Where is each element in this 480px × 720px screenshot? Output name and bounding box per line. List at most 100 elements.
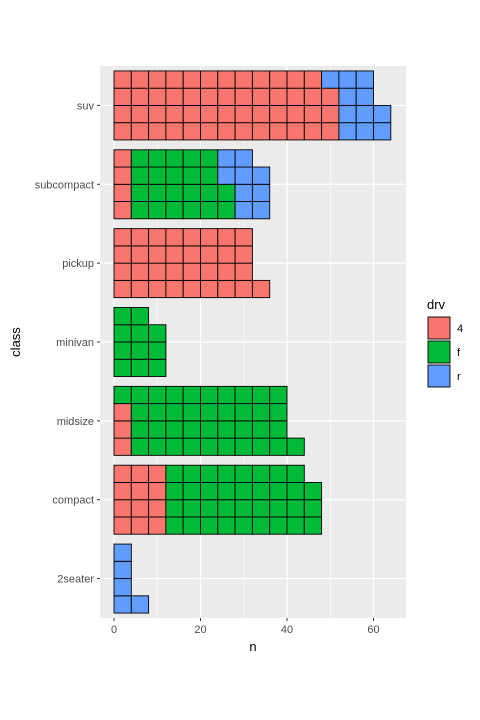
tile-subcompact-f bbox=[200, 201, 219, 220]
tile-minivan-f bbox=[148, 341, 167, 360]
y-tick-label: subcompact bbox=[35, 179, 94, 191]
tile-subcompact-f bbox=[165, 149, 184, 168]
tile-pickup-4 bbox=[130, 245, 150, 264]
tile-compact-f bbox=[251, 464, 271, 483]
tile-midsize-f bbox=[234, 420, 253, 439]
y-tick-label: compact bbox=[52, 495, 94, 507]
tile-suv-4 bbox=[200, 87, 219, 106]
tile-suv-r bbox=[338, 87, 357, 106]
tiles bbox=[113, 70, 392, 614]
tile-pickup-4 bbox=[217, 228, 236, 247]
tile-suv-r bbox=[338, 70, 357, 89]
tile-suv-4 bbox=[303, 104, 323, 124]
tile-midsize-f bbox=[217, 437, 236, 456]
tile-compact-f bbox=[251, 482, 271, 501]
tile-compact-f bbox=[234, 482, 253, 501]
tile-subcompact-f bbox=[165, 201, 184, 220]
tile-suv-4 bbox=[165, 104, 184, 124]
tile-suv-4 bbox=[200, 104, 219, 124]
y-axis-ticks: 2seater compact midsize minivan pickup subcom… bbox=[35, 100, 100, 586]
tile-midsize-f bbox=[113, 385, 132, 405]
tile-suv-4 bbox=[303, 87, 323, 106]
tile-compact-f bbox=[217, 499, 236, 518]
tile-subcompact-f bbox=[200, 183, 219, 202]
tile-suv-4 bbox=[234, 70, 253, 89]
tile-subcompact-f bbox=[130, 166, 150, 185]
tile-midsize-f bbox=[269, 437, 288, 456]
tile-suv-r bbox=[373, 122, 392, 141]
tile-suv-4 bbox=[130, 104, 150, 124]
tile-suv-4 bbox=[251, 104, 271, 124]
tile-pickup-4 bbox=[182, 262, 201, 281]
tile-midsize-f bbox=[269, 385, 288, 405]
tile-subcompact-f bbox=[148, 166, 167, 185]
tile-compact-f bbox=[269, 482, 288, 501]
tile-suv-r bbox=[355, 70, 374, 89]
tile-compact-f bbox=[200, 516, 219, 535]
tile-2seater-r bbox=[113, 595, 132, 614]
tile-pickup-4 bbox=[165, 245, 184, 264]
tile-suv-4 bbox=[217, 70, 236, 89]
tile-midsize-f bbox=[200, 420, 219, 439]
tile-midsize-f bbox=[251, 420, 271, 439]
tile-suv-4 bbox=[303, 70, 323, 89]
tile-midsize-f bbox=[148, 437, 167, 456]
tile-pickup-4 bbox=[165, 279, 184, 299]
tile-pickup-4 bbox=[165, 228, 184, 247]
legend-key-4 bbox=[427, 316, 451, 340]
y-tick-label: midsize bbox=[57, 416, 94, 428]
tile-pickup-4 bbox=[130, 262, 150, 281]
tile-suv-4 bbox=[269, 122, 288, 141]
tile-2seater-r bbox=[113, 560, 132, 580]
tile-suv-4 bbox=[182, 122, 201, 141]
tile-pickup-4 bbox=[148, 279, 167, 299]
tile-compact-f bbox=[182, 482, 201, 501]
tile-compact-f bbox=[182, 499, 201, 518]
tile-suv-4 bbox=[303, 122, 323, 141]
tile-pickup-4 bbox=[148, 245, 167, 264]
tile-pickup-4 bbox=[182, 279, 201, 299]
tile-subcompact-4 bbox=[113, 166, 132, 185]
tile-suv-4 bbox=[148, 87, 167, 106]
tile-suv-4 bbox=[130, 122, 150, 141]
legend-label: f bbox=[457, 347, 461, 359]
tile-suv-4 bbox=[113, 87, 132, 106]
tile-suv-4 bbox=[148, 104, 167, 124]
tile-suv-4 bbox=[251, 87, 271, 106]
tile-pickup-4 bbox=[234, 262, 253, 281]
legend-key-f bbox=[427, 340, 451, 364]
y-tick-label: 2seater bbox=[57, 574, 94, 586]
tile-midsize-f bbox=[200, 403, 219, 422]
legend-label: r bbox=[457, 371, 461, 383]
tile-compact-f bbox=[165, 482, 184, 501]
tile-midsize-f bbox=[217, 385, 236, 405]
tile-compact-f bbox=[200, 464, 219, 483]
tile-compact-f bbox=[217, 516, 236, 535]
tile-suv-4 bbox=[113, 122, 132, 141]
x-tick-label: 0 bbox=[111, 624, 117, 636]
tile-minivan-f bbox=[113, 307, 132, 326]
tile-suv-4 bbox=[217, 122, 236, 141]
tile-midsize-f bbox=[269, 403, 288, 422]
tile-pickup-4 bbox=[148, 228, 167, 247]
tile-compact-f bbox=[286, 482, 305, 501]
tile-pickup-4 bbox=[217, 279, 236, 299]
tile-subcompact-r bbox=[234, 149, 253, 168]
tile-midsize-f bbox=[182, 420, 201, 439]
tile-suv-4 bbox=[148, 70, 167, 89]
tile-pickup-4 bbox=[217, 262, 236, 281]
tile-compact-4 bbox=[148, 516, 167, 535]
tile-subcompact-r bbox=[217, 166, 236, 185]
tile-suv-4 bbox=[251, 70, 271, 89]
tile-midsize-f bbox=[130, 403, 150, 422]
x-axis-ticks: 0 20 40 60 bbox=[111, 618, 380, 636]
tile-minivan-f bbox=[130, 341, 150, 360]
tile-subcompact-f bbox=[148, 149, 167, 168]
tile-minivan-f bbox=[130, 324, 150, 343]
tile-minivan-f bbox=[148, 358, 167, 377]
tile-pickup-4 bbox=[113, 262, 132, 281]
tile-compact-f bbox=[251, 499, 271, 518]
tile-subcompact-r bbox=[251, 201, 271, 220]
tile-suv-4 bbox=[182, 104, 201, 124]
tile-subcompact-r bbox=[234, 201, 253, 220]
